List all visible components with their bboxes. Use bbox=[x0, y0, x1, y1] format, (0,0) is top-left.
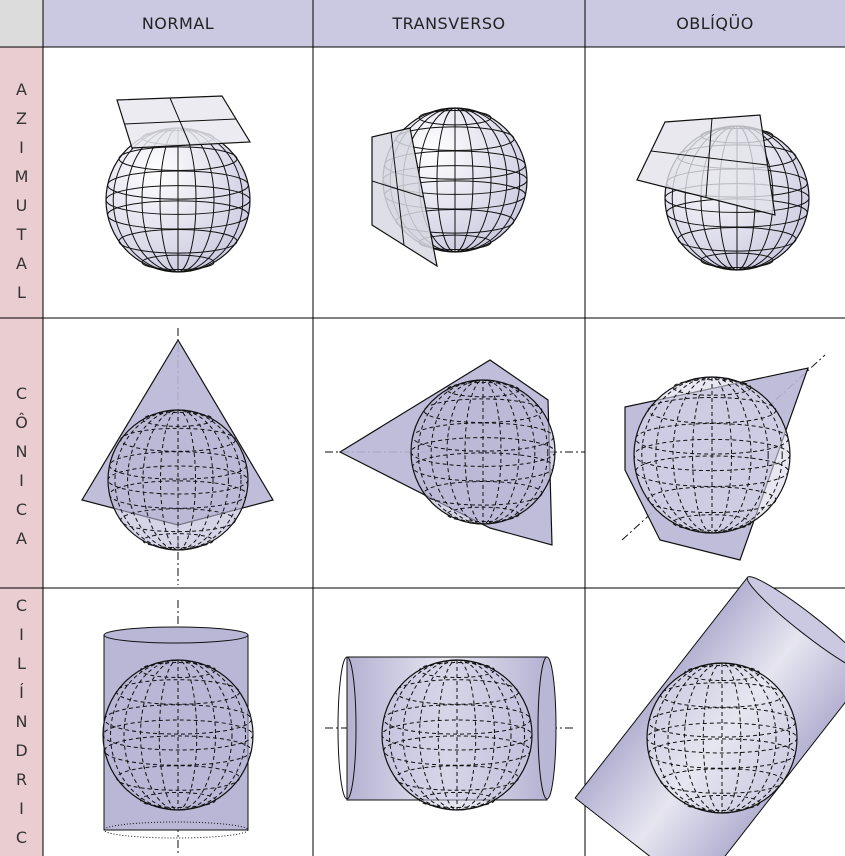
parallel bbox=[684, 665, 760, 682]
parallel bbox=[647, 486, 777, 514]
illustrations bbox=[81, 95, 845, 856]
cylinder-top bbox=[746, 576, 845, 674]
cylinder-base bbox=[103, 821, 249, 839]
parallel bbox=[142, 411, 214, 427]
parallel bbox=[109, 451, 247, 480]
meridian bbox=[114, 409, 242, 551]
parallel bbox=[395, 679, 519, 705]
parallel bbox=[140, 662, 216, 679]
cylinder-end bbox=[337, 656, 357, 800]
meridian bbox=[140, 659, 216, 811]
meridian bbox=[110, 659, 246, 811]
parallel bbox=[635, 423, 789, 455]
equator bbox=[410, 437, 556, 467]
parallel bbox=[648, 738, 796, 769]
parallel bbox=[660, 768, 784, 794]
meridian bbox=[419, 659, 495, 811]
parallel bbox=[116, 679, 240, 705]
meridian bbox=[684, 662, 760, 814]
surface bbox=[371, 127, 438, 268]
meridian bbox=[641, 376, 783, 534]
figure bbox=[105, 95, 252, 273]
parallel bbox=[700, 252, 774, 269]
meridian bbox=[430, 379, 536, 525]
equator bbox=[633, 438, 791, 472]
figure bbox=[636, 114, 810, 271]
column-header: OBLÍQÜO bbox=[676, 14, 754, 33]
parallel bbox=[446, 506, 520, 523]
parallel bbox=[104, 704, 252, 735]
parallel bbox=[140, 791, 216, 808]
row-header: CÔNICA bbox=[12, 384, 31, 558]
parallel bbox=[383, 735, 531, 766]
parallel bbox=[684, 794, 760, 811]
parallel bbox=[423, 398, 543, 423]
figure bbox=[371, 107, 528, 268]
plane-line bbox=[390, 131, 405, 246]
parallel bbox=[672, 379, 752, 396]
parallel bbox=[118, 146, 238, 171]
parallel bbox=[116, 765, 240, 791]
figure bbox=[646, 662, 798, 814]
parallel bbox=[660, 682, 784, 708]
parallel bbox=[141, 254, 215, 271]
figure bbox=[102, 600, 254, 856]
figure bbox=[621, 354, 826, 561]
parallel bbox=[109, 480, 247, 509]
meridian bbox=[654, 662, 790, 814]
figure bbox=[81, 328, 274, 585]
corner bbox=[0, 0, 43, 47]
parallel bbox=[672, 514, 752, 531]
parallel bbox=[120, 427, 236, 452]
parallel bbox=[635, 455, 789, 487]
parallel bbox=[104, 735, 252, 766]
parallel bbox=[395, 765, 519, 791]
parallel bbox=[120, 508, 236, 533]
equator bbox=[102, 719, 254, 751]
figure bbox=[325, 656, 575, 811]
row-header: CILÍNDRICA bbox=[12, 596, 31, 856]
parallel bbox=[647, 396, 777, 424]
plane-line bbox=[123, 118, 237, 125]
column-header: NORMAL bbox=[141, 14, 215, 33]
equator bbox=[105, 185, 251, 215]
parallel bbox=[107, 200, 249, 230]
surface bbox=[116, 95, 252, 149]
plane-line bbox=[650, 150, 768, 166]
parallel bbox=[419, 662, 495, 679]
equator bbox=[381, 719, 533, 751]
row-header-bg bbox=[0, 47, 43, 856]
parallel bbox=[418, 109, 492, 126]
surface bbox=[636, 114, 776, 216]
figure bbox=[325, 359, 585, 546]
parallel bbox=[412, 452, 554, 482]
meridian bbox=[692, 376, 732, 534]
parallel bbox=[412, 422, 554, 452]
meridian bbox=[389, 659, 525, 811]
cylinder-end bbox=[537, 656, 557, 800]
header-bg bbox=[0, 0, 845, 47]
cylinder-top bbox=[103, 626, 249, 644]
row-header: AZIMUTAL bbox=[12, 80, 31, 312]
meridian bbox=[127, 409, 229, 551]
parallel bbox=[446, 381, 520, 398]
equator bbox=[646, 722, 798, 754]
parallel bbox=[383, 704, 531, 735]
parallel bbox=[648, 707, 796, 738]
parallel bbox=[419, 791, 495, 808]
equator bbox=[107, 465, 249, 495]
column-header: TRANSVERSO bbox=[392, 14, 506, 33]
parallel bbox=[142, 533, 214, 549]
